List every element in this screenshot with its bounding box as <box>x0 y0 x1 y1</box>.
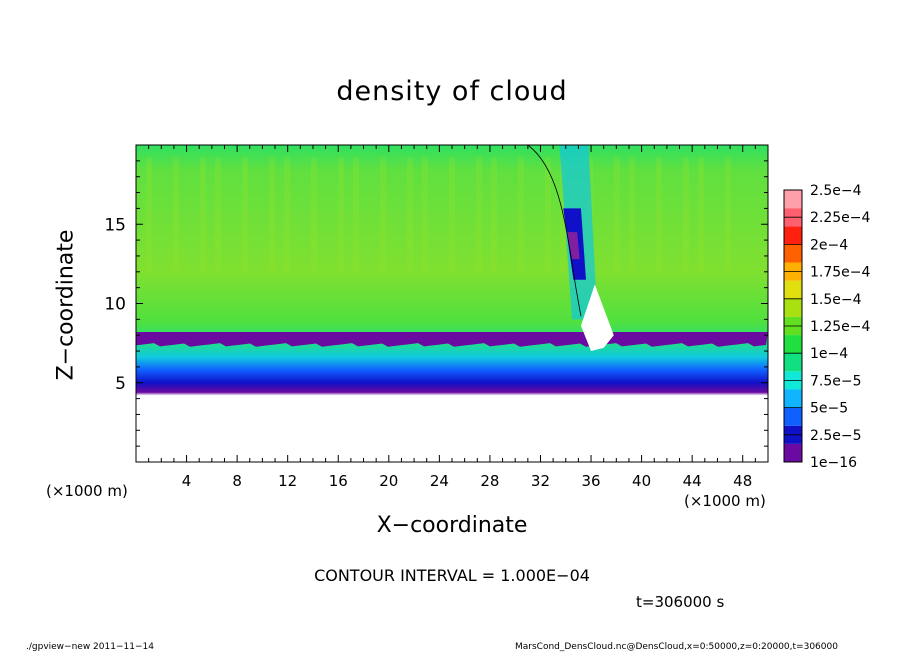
field-texture-stripe <box>242 157 248 272</box>
colorbar-swatch <box>784 280 802 299</box>
colorbar-swatch <box>784 244 802 263</box>
plume-peak <box>567 232 580 260</box>
x-tick-label: 4 <box>182 472 192 490</box>
colorbar-swatch <box>784 298 802 317</box>
colorbar: 1e−16 2.5e−5 5e−5 7.5e−5 1e−4 1.25e−4 1.5e−4 1.… <box>783 183 871 471</box>
y-axis-label: Z−coordinate <box>53 229 79 381</box>
field-texture-stripe <box>698 157 704 272</box>
field-texture-stripe <box>545 157 551 272</box>
colorbar-label: 1e−4 <box>810 346 848 362</box>
field-texture-stripe <box>173 157 179 272</box>
density-field <box>136 145 768 462</box>
colorbar-swatch <box>784 190 802 209</box>
y-tick-label: 5 <box>115 374 126 394</box>
plume-gap <box>580 284 614 352</box>
field-texture-stripe <box>518 157 524 272</box>
colorbar-label: 2.5e−4 <box>810 183 862 199</box>
x-tick-label: 36 <box>581 472 600 490</box>
field-texture-stripe <box>449 157 455 272</box>
chart-title: density of cloud <box>336 76 568 107</box>
x-tick-label: 8 <box>232 472 242 490</box>
x-tick-label: 20 <box>379 472 398 490</box>
colorbar-swatch <box>784 353 802 372</box>
field-texture-stripe <box>269 157 275 272</box>
field-texture-stripe <box>629 157 635 272</box>
field-texture-stripe <box>656 157 662 272</box>
field-texture-stripe <box>683 157 689 272</box>
y-tick-label: 10 <box>104 295 126 315</box>
colorbar-label: 2.25e−4 <box>810 210 871 226</box>
field-texture-stripe <box>407 157 413 272</box>
colorbar-label: 1.75e−4 <box>810 265 871 281</box>
colorbar-swatch <box>784 443 802 462</box>
field-texture-stripe <box>491 157 497 272</box>
y-tick-label: 15 <box>104 215 126 235</box>
colorbar-label: 5e−5 <box>810 401 848 417</box>
x-axis-label: X−coordinate <box>376 513 528 538</box>
field-texture-stripe <box>146 157 152 272</box>
field-background <box>136 145 768 462</box>
footer-data-source: MarsCond_DensCloud.nc@DensCloud,x=0:5000… <box>515 642 838 652</box>
colorbar-label: 1.25e−4 <box>810 319 871 335</box>
x-tick-label: 40 <box>632 472 651 490</box>
field-texture-stripe <box>215 157 221 272</box>
field-texture-stripe <box>353 157 359 272</box>
colorbar-label: 2.5e−5 <box>810 428 862 444</box>
field-texture-stripe <box>725 157 731 272</box>
field-texture-stripe <box>311 157 317 272</box>
field-texture-stripe <box>380 157 386 272</box>
field-texture-stripe <box>200 157 206 272</box>
colorbar-swatch <box>784 226 802 245</box>
colorbar-swatch <box>784 407 802 426</box>
x-tick-label: 48 <box>733 472 752 490</box>
colorbar-label: 7.5e−5 <box>810 373 862 389</box>
field-texture-stripe <box>422 157 428 272</box>
x-tick-label: 12 <box>278 472 297 490</box>
field-texture-stripe <box>338 157 344 272</box>
x-tick-label: 32 <box>531 472 550 490</box>
footer-program-date: ./gpview−new 2011−11−14 <box>26 642 154 652</box>
x-tick-label: 44 <box>683 472 702 490</box>
field-texture-stripe <box>614 157 620 272</box>
colorbar-label: 1.5e−4 <box>810 292 862 308</box>
colorbar-swatch <box>784 389 802 408</box>
time-label: t=306000 s <box>636 593 725 611</box>
field-texture-stripe <box>476 157 482 272</box>
contour-line-plume <box>527 144 582 317</box>
field-texture-stripe <box>284 157 290 272</box>
colorbar-label: 2e−4 <box>810 237 848 253</box>
x-tick-label: 24 <box>430 472 449 490</box>
x-tick-label: 28 <box>480 472 499 490</box>
colorbar-label: 1e−16 <box>810 455 857 471</box>
colorbar-swatch <box>784 335 802 354</box>
x-unit-label-left: (×1000 m) <box>46 482 128 500</box>
x-unit-label-right: (×1000 m) <box>684 492 766 510</box>
contour-interval-text: CONTOUR INTERVAL = 1.000E−04 <box>314 566 590 585</box>
x-tick-label: 16 <box>329 472 348 490</box>
